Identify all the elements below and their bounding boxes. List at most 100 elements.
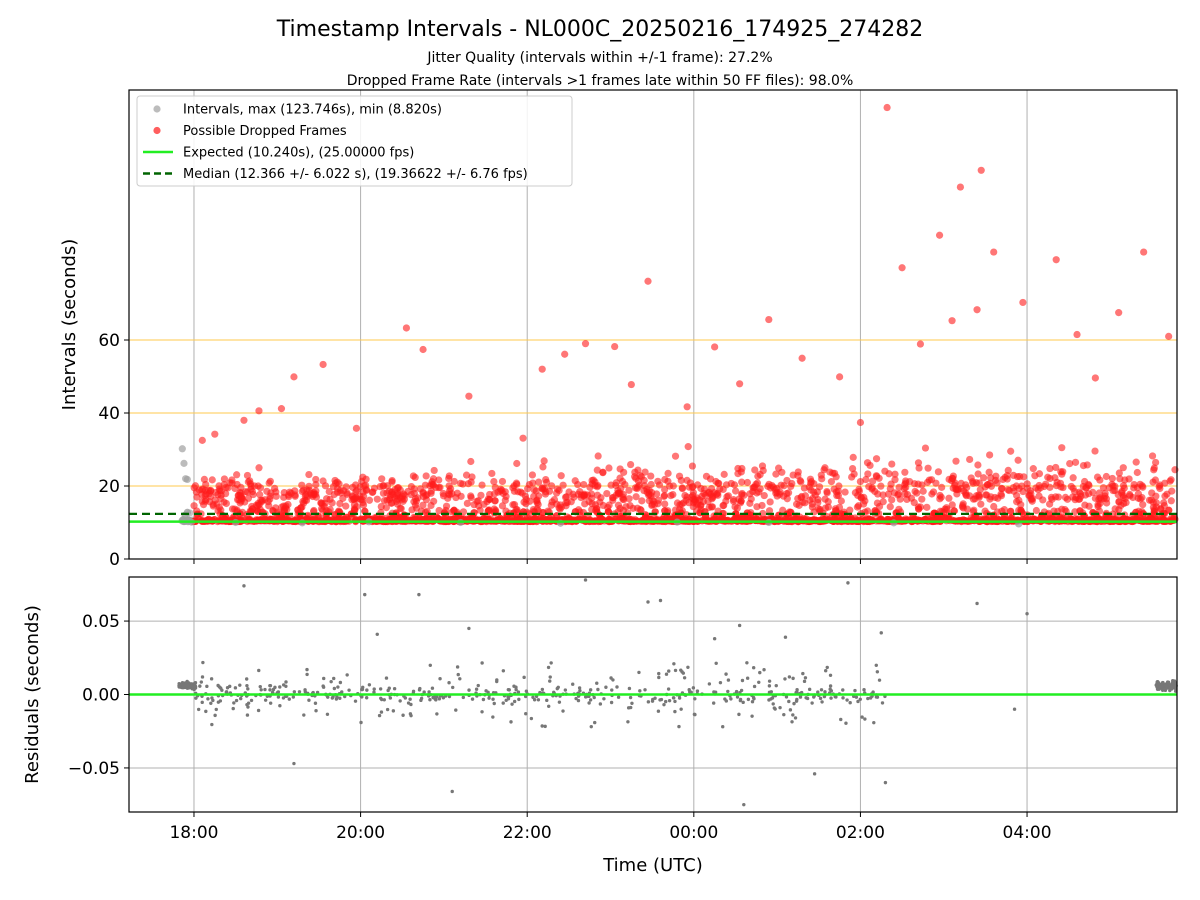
- residual-outlier-point: [1025, 612, 1029, 616]
- residual-point: [874, 663, 878, 668]
- residual-point: [752, 684, 757, 689]
- dropped-frame-point: [1115, 469, 1123, 477]
- dropped-frame-point: [914, 480, 922, 488]
- residual-point: [795, 697, 799, 702]
- residual-point: [401, 713, 405, 717]
- intervals-ytick-label-1: 20: [98, 477, 120, 497]
- legend-label-3: Median (12.366 +/- 6.022 s), (19.36622 +…: [183, 167, 528, 182]
- residual-point: [245, 713, 250, 717]
- residual-point: [630, 701, 634, 706]
- residual-point: [807, 687, 812, 692]
- residual-point: [686, 665, 690, 670]
- residual-point: [263, 687, 267, 692]
- residual-point: [516, 690, 521, 694]
- residual-outlier-point: [375, 632, 379, 636]
- residual-point: [653, 696, 657, 700]
- dropped-frame-point: [661, 507, 669, 515]
- residual-point: [577, 686, 582, 690]
- dropped-frame-point: [1149, 498, 1157, 506]
- legend-box: [136, 95, 573, 187]
- dropped-frame-point: [730, 481, 739, 489]
- dropped-frame-point: [759, 466, 767, 475]
- dropped-frame-point: [966, 455, 974, 464]
- residual-point: [517, 697, 521, 702]
- dropped-frame-point: [661, 500, 669, 508]
- dropped-frame-point: [415, 514, 424, 522]
- dropped-frame-point: [404, 487, 412, 496]
- residual-point: [347, 688, 351, 692]
- interval-point: [183, 475, 191, 484]
- dropped-frame-point: [635, 481, 643, 489]
- dropped-frame-point: [605, 464, 613, 472]
- residual-point: [767, 684, 772, 688]
- residual-point: [845, 698, 849, 702]
- dropped-frame-point: [994, 494, 1002, 502]
- dropped-frame-point: [859, 500, 868, 508]
- dropped-frame-point: [1004, 486, 1012, 494]
- dropped-frame-point: [400, 511, 408, 519]
- dropped-frame-point: [1066, 460, 1074, 468]
- residual-point: [314, 708, 318, 713]
- residual-point: [335, 695, 339, 699]
- dropped-frame-point: [765, 507, 774, 515]
- dropped-frame-point: [702, 472, 711, 480]
- dropped-frame-point: [945, 494, 953, 502]
- dropped-frame-point: [387, 491, 395, 499]
- dropped-frame-point: [467, 457, 475, 466]
- residual-point: [456, 672, 460, 677]
- dropped-frame-point: [248, 488, 256, 496]
- dropped-frame-point: [422, 472, 430, 480]
- residual-point: [246, 687, 250, 691]
- chart-title: Timestamp Intervals - NL000C_20250216_17…: [276, 17, 923, 42]
- dropped-frame-point: [480, 500, 488, 508]
- residual-point: [434, 698, 438, 702]
- dropped-frame-point: [530, 486, 538, 494]
- dropped-frame-point: [644, 277, 652, 285]
- residual-point: [431, 695, 435, 700]
- residual-point: [470, 697, 475, 701]
- residual-point: [588, 688, 593, 692]
- dropped-frame-point: [705, 488, 713, 496]
- residual-point: [524, 712, 528, 716]
- dropped-frame-point: [1135, 510, 1143, 518]
- dropped-frame-point: [901, 468, 909, 476]
- dropped-frame-point: [336, 499, 344, 508]
- residual-point: [615, 685, 619, 689]
- residual-point: [447, 681, 451, 685]
- dropped-frame-point: [864, 470, 872, 478]
- residual-point: [231, 706, 235, 711]
- residuals-xtick-label-4: 02:00: [836, 823, 885, 843]
- dropped-frame-point: [538, 365, 546, 373]
- dropped-frame-point: [743, 478, 752, 487]
- dropped-frame-point: [498, 502, 507, 510]
- residual-point: [543, 724, 547, 729]
- dropped-frame-point: [473, 497, 481, 506]
- dropped-frame-point: [452, 493, 460, 502]
- residual-point: [724, 672, 728, 676]
- residual-point: [268, 688, 272, 692]
- dropped-frame-point: [722, 481, 731, 489]
- dropped-frame-point: [380, 497, 388, 505]
- residual-outlier-point: [812, 772, 817, 776]
- residual-point: [384, 676, 389, 680]
- residual-point: [259, 688, 263, 692]
- dropped-frame-point: [872, 472, 881, 480]
- residual-outlier-point: [883, 780, 888, 785]
- intervals-ytick-label-2: 40: [98, 404, 120, 424]
- dropped-frame-point: [923, 478, 932, 486]
- residual-point: [729, 697, 733, 701]
- dropped-frame-point: [1052, 256, 1060, 264]
- dropped-frame-point: [214, 491, 222, 499]
- residual-point: [663, 699, 668, 704]
- residual-point: [524, 689, 529, 693]
- dropped-frame-point: [356, 483, 364, 491]
- dropped-frame-point: [581, 500, 589, 508]
- residual-point: [480, 661, 484, 665]
- dropped-frame-point: [1046, 464, 1054, 473]
- residual-point: [428, 663, 432, 668]
- residual-point: [245, 683, 249, 688]
- dropped-frame-point: [581, 340, 590, 348]
- residual-point: [228, 684, 232, 689]
- residual-point: [819, 688, 824, 692]
- residual-point: [588, 698, 593, 702]
